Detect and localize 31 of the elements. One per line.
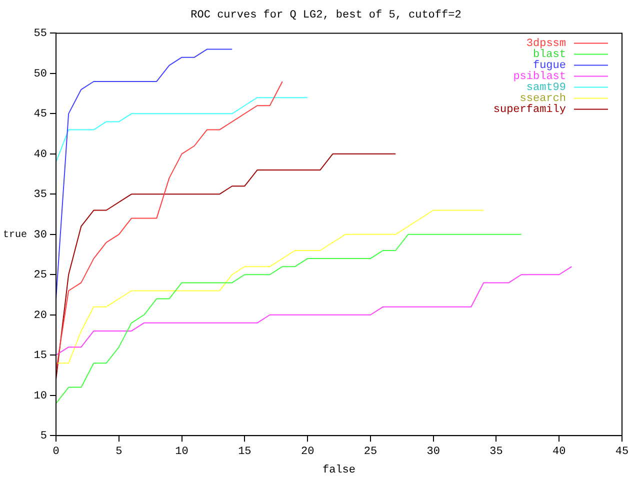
x-tick-label: 35 — [490, 446, 503, 458]
x-tick-label: 0 — [52, 446, 60, 458]
y-tick-label: 45 — [34, 108, 47, 121]
legend-label: ssearch — [520, 93, 566, 106]
y-tick-label: 10 — [34, 390, 47, 402]
y-tick-label: 50 — [34, 68, 47, 80]
y-tick-label: 5 — [40, 430, 47, 443]
x-tick-label: 20 — [300, 446, 314, 458]
x-tick-label: 25 — [364, 446, 378, 458]
legend-label: samt99 — [526, 82, 566, 94]
x-axis-title: false — [322, 464, 356, 476]
chart-title: ROC curves for Q LG2, best of 5, cutoff=2 — [190, 10, 462, 22]
legend-label: 3dpssm — [526, 38, 566, 50]
x-tick-label: 15 — [238, 446, 252, 458]
x-tick-label: 40 — [552, 446, 566, 458]
y-tick-label: 20 — [34, 310, 47, 322]
x-tick-label: 5 — [116, 446, 122, 458]
y-tick-label: 40 — [34, 148, 47, 161]
x-tick-label: 30 — [426, 446, 440, 458]
x-tick-label: 10 — [175, 446, 188, 458]
legend-label: superfamily — [493, 104, 566, 116]
y-tick-label: 35 — [34, 189, 47, 202]
legend-label: blast — [532, 49, 566, 62]
y-tick-label: 30 — [34, 229, 47, 242]
y-axis-title: true — [3, 230, 28, 242]
y-tick-label: 25 — [34, 270, 47, 282]
x-tick-label: 45 — [615, 446, 629, 458]
y-tick-label: 15 — [34, 350, 47, 362]
legend-label: fugue — [532, 60, 566, 72]
y-tick-label: 55 — [34, 28, 47, 40]
legend-label: psiblast — [513, 71, 566, 84]
